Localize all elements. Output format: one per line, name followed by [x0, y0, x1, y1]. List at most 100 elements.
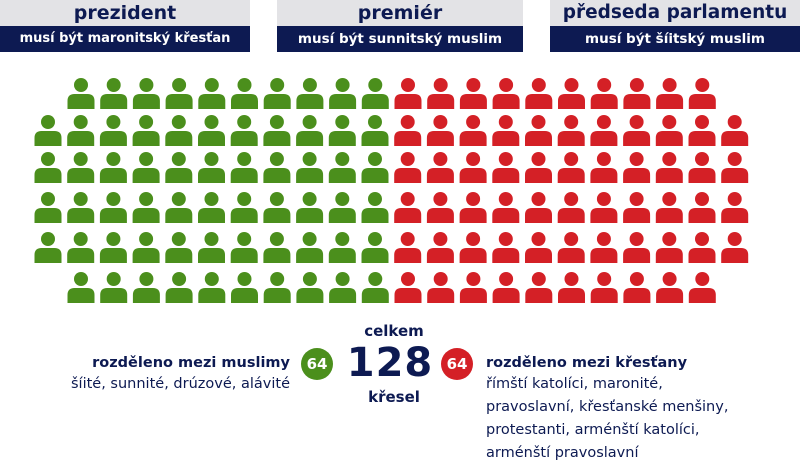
muslim-seat-icon — [132, 115, 160, 146]
muslim-seat-icon — [361, 272, 389, 303]
christian-seat-icon — [492, 78, 520, 109]
christian-seat-icon — [590, 115, 618, 146]
christian-seat-icon — [656, 272, 684, 303]
speaker-requirement: musí být šíitský muslim — [550, 26, 800, 52]
christian-seat-icon — [394, 115, 422, 146]
christian-seat-count-badge: 64 — [441, 348, 473, 380]
christian-seat-icon — [721, 115, 749, 146]
muslim-seat-icon — [67, 232, 95, 263]
christian-seat-icon — [590, 78, 618, 109]
muslim-seat-icon — [231, 78, 258, 109]
christian-seat-icon — [688, 152, 716, 183]
christian-seat-icon — [426, 152, 454, 183]
muslim-groups-list: šíité, sunnité, drúzové, alávité — [71, 376, 290, 392]
muslim-seat-icon — [231, 272, 258, 303]
christian-seat-icon — [459, 78, 487, 109]
christian-seat-icon — [394, 232, 422, 263]
total-seats-number: 128 — [346, 340, 434, 386]
muslim-seat-icon — [165, 152, 193, 183]
christian-seat-icon — [590, 232, 618, 263]
christian-seat-icon — [590, 192, 618, 223]
muslim-seat-icon — [34, 152, 62, 183]
muslim-seat-icon — [329, 272, 357, 303]
christian-seat-icon — [459, 192, 487, 223]
muslim-seat-icon — [361, 192, 389, 223]
muslim-seat-icon — [100, 78, 128, 109]
muslim-seat-icon — [263, 272, 291, 303]
muslim-seat-icon — [296, 272, 324, 303]
muslim-seat-count-badge: 64 — [301, 348, 333, 380]
muslim-seat-icon — [132, 232, 160, 263]
muslim-seat-icon — [67, 115, 95, 146]
christian-seat-icon — [492, 115, 520, 146]
christian-seat-icon — [459, 115, 487, 146]
muslim-seat-icon — [263, 115, 291, 146]
christian-seat-icon — [623, 192, 651, 223]
muslim-seat-icon — [99, 192, 127, 223]
premier-header: premiér musí být sunnitský muslim — [277, 0, 523, 52]
christian-seat-icon — [721, 152, 749, 183]
speaker-title: předseda parlamentu — [550, 0, 800, 26]
muslim-seat-icon — [329, 78, 357, 109]
muslim-seat-icon — [132, 272, 160, 303]
christian-seat-icon — [394, 152, 422, 183]
christian-seat-icon — [688, 78, 716, 109]
muslim-seat-icon — [328, 115, 356, 146]
muslim-seat-icon — [67, 78, 95, 109]
christian-seat-icon — [557, 192, 585, 223]
christian-seat-icon — [655, 152, 683, 183]
christian-seat-icon — [590, 272, 618, 303]
muslim-seat-icon — [99, 232, 127, 263]
muslim-seat-icon — [263, 192, 291, 223]
christian-seat-icon — [557, 115, 585, 146]
christian-groups-line: arménští pravoslavní — [486, 445, 639, 461]
muslim-seat-icon — [328, 192, 356, 223]
muslim-seat-icon — [296, 115, 324, 146]
christian-seat-icon — [427, 272, 455, 303]
muslim-seat-icon — [230, 232, 258, 263]
christian-seat-icon — [656, 78, 684, 109]
muslim-seat-icon — [34, 192, 62, 223]
muslim-seat-icon — [296, 232, 324, 263]
president-requirement: musí být maronitský křesťan — [0, 26, 250, 52]
christian-seat-icon — [623, 115, 651, 146]
muslim-seat-icon — [198, 78, 226, 109]
christian-seat-icon — [426, 232, 454, 263]
premier-requirement: musí být sunnitský muslim — [277, 26, 523, 52]
christian-seat-icon — [721, 232, 749, 263]
muslim-seat-icon — [296, 192, 324, 223]
muslim-seat-icon — [198, 152, 225, 183]
christian-seat-icon — [459, 232, 487, 263]
muslim-seat-icon — [67, 152, 95, 183]
muslim-seat-icon — [361, 115, 389, 146]
christian-seat-icon — [655, 232, 683, 263]
christian-seat-icon — [492, 272, 520, 303]
christian-seat-icon — [525, 152, 552, 183]
christian-groups-line: pravoslavní, křesťanské menšiny, — [486, 399, 729, 415]
muslim-seat-icon — [67, 192, 95, 223]
christian-seat-icon — [525, 232, 552, 263]
muslim-seat-icon — [165, 232, 193, 263]
parliament-seats — [34, 78, 749, 303]
christian-seat-icon — [492, 232, 520, 263]
muslim-seat-icon — [328, 232, 356, 263]
christian-seat-icon — [426, 115, 454, 146]
christian-seat-icon — [655, 115, 683, 146]
muslim-seat-icon — [165, 192, 193, 223]
muslim-seat-icon — [165, 272, 193, 303]
christian-seat-icon — [557, 232, 585, 263]
christian-seat-icon — [623, 272, 651, 303]
christian-seat-icon — [655, 192, 683, 223]
christian-seat-icon — [688, 115, 716, 146]
muslim-seat-icon — [361, 232, 389, 263]
muslim-seat-icon — [230, 115, 258, 146]
christian-seat-icon — [557, 152, 585, 183]
president-header: prezident musí být maronitský křesťan — [0, 0, 250, 52]
seats-label: křesel — [368, 388, 420, 406]
christian-seat-icon — [623, 78, 651, 109]
president-title: prezident — [0, 0, 250, 26]
christian-seat-icon — [394, 78, 422, 109]
christian-seat-icon — [492, 192, 520, 223]
muslim-share-title: rozděleno mezi muslimy — [92, 355, 290, 371]
christian-seat-icon — [558, 78, 585, 109]
